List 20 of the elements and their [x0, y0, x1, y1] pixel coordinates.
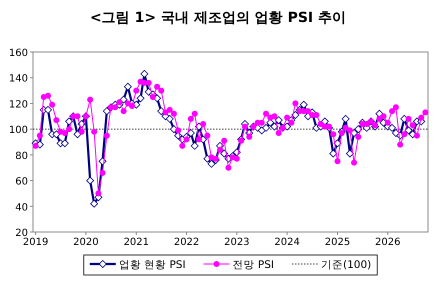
y-tick-label: 60: [15, 176, 28, 188]
x-tick-label: 2025: [324, 237, 350, 248]
x-tick-label: 2020: [73, 237, 99, 248]
y-tick-label: 120: [8, 99, 28, 110]
y-tick-label: 140: [8, 74, 28, 85]
x-tick-label: 2026: [375, 237, 401, 248]
y-tick-label: 80: [15, 150, 28, 162]
x-tick-label: 2024: [274, 237, 300, 248]
x-tick-label: 2021: [124, 237, 150, 248]
y-tick-label: 160: [8, 48, 28, 59]
x-tick-label: 2019: [22, 237, 48, 248]
y-tick-label: 20: [15, 228, 28, 239]
x-tick-label: 2023: [224, 237, 250, 248]
legend-label: 업황 현황 PSI: [118, 259, 186, 271]
x-tick-label: 2022: [174, 237, 200, 248]
y-tick-label: 100: [8, 125, 28, 136]
y-tick-label: 40: [15, 202, 28, 214]
chart-title: <그림 1> 국내 제조업의 업황 PSI 추이: [90, 10, 346, 26]
legend-label: 전망 PSI: [232, 259, 274, 271]
legend-label: 기준(100): [320, 259, 372, 271]
